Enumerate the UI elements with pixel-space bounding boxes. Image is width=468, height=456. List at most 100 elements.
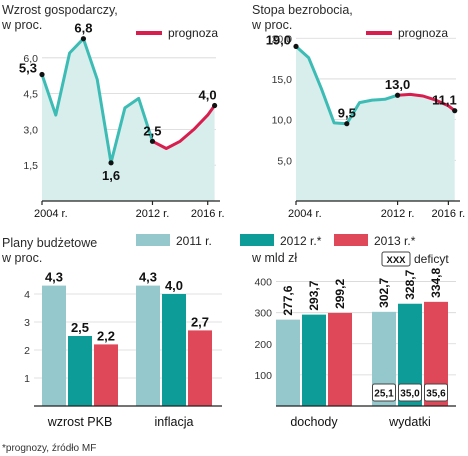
deficit-value: 35,0 [400, 389, 420, 400]
y-tick-label: 6,0 [23, 53, 38, 65]
bar [68, 336, 92, 406]
category-label: inflacja [155, 415, 194, 429]
category-label: dochody [290, 415, 338, 429]
legend-swatch [334, 234, 368, 246]
bar-value-label: 293,7 [307, 280, 321, 310]
x-tick-label: 2016 r. [432, 208, 466, 220]
bar-value-label: 299,2 [333, 279, 347, 309]
bar-value-label: 302,7 [377, 277, 391, 307]
forecast-line [151, 104, 216, 150]
y-tick-label: 3,0 [23, 124, 38, 136]
x-tick-label: 2004 r. [288, 208, 322, 220]
bar [328, 312, 352, 406]
chart-subtitle: w proc. [1, 18, 42, 32]
y-tick-label: 400 [254, 277, 272, 289]
legend-swatch [240, 234, 274, 246]
y-tick-label: 4,5 [23, 89, 38, 101]
bar-value-label: 4,3 [45, 270, 63, 285]
deficit-box [424, 383, 448, 402]
y-tick-label: 200 [254, 339, 272, 351]
bar [42, 285, 66, 406]
bar-value-label: 4,3 [139, 270, 157, 285]
x-tick-label: 2004 r. [34, 208, 68, 220]
bar [136, 285, 160, 406]
y-tick-label: 1 [24, 373, 30, 385]
bar-legend: 2011 r. 2012 r.* 2013 r.* [136, 234, 416, 248]
x-tick-label: 2012 r. [136, 208, 170, 220]
y-tick-label: 20,0 [272, 33, 293, 45]
bar [162, 294, 186, 406]
chart-title: Wzrost gospodarczy, [2, 3, 118, 17]
deficit-legend-label: deficyt [414, 252, 449, 266]
data-label: 4,0 [199, 88, 217, 103]
deficit-value: 25,1 [374, 389, 394, 400]
y-tick-label: 100 [254, 370, 272, 382]
unemployment-chart: Stopa bezrobocia, w proc. 5,0 10,0 15,0 20,… [251, 3, 465, 220]
chart-subtitle: w proc. [251, 18, 292, 32]
legend-swatch [136, 234, 170, 246]
chart-subtitle: w proc. [1, 251, 42, 265]
category-label: wydatki [388, 415, 431, 429]
x-tick-label: 2012 r. [381, 208, 415, 220]
forecast-line [397, 92, 456, 112]
y-tick-label: 300 [254, 308, 272, 320]
y-tick-label: 1,5 [23, 160, 38, 172]
legend-label: prognoza [168, 26, 218, 40]
area-fill [42, 38, 215, 202]
data-point [452, 108, 458, 114]
bar-value-label: 334,8 [429, 267, 443, 297]
bar [188, 330, 212, 406]
y-tick-label: 5,0 [277, 155, 292, 167]
data-label: 6,8 [74, 21, 92, 36]
data-point [394, 92, 401, 98]
chart-title: Stopa bezrobocia, [252, 3, 353, 17]
budget-billions-chart: w mld zł 100 200 300 400 277,6 293,7 299,2 doch… [251, 251, 456, 429]
legend-label: prognoza [398, 26, 448, 40]
bar-value-label: 2,5 [71, 320, 89, 335]
y-tick-label: 4 [24, 289, 30, 301]
bar [94, 344, 118, 406]
y-tick-label: 2 [24, 345, 30, 357]
bar [276, 319, 300, 406]
data-label: 2,5 [143, 123, 161, 138]
deficit-value: 35,6 [426, 389, 446, 400]
legend-label: 2013 r.* [374, 234, 416, 248]
chart-subtitle: w mld zł [251, 251, 297, 265]
budget-plans-percent-chart: Plany budżetowe w proc. 1 2 3 4 4,3 2,5 2,2 wzr… [1, 236, 222, 429]
data-label: 9,5 [338, 106, 356, 121]
data-point [108, 160, 114, 166]
deficit-legend-box [381, 251, 411, 267]
y-tick-label: 10,0 [272, 115, 293, 127]
data-point [212, 102, 218, 109]
data-label: 1,6 [102, 168, 120, 183]
bar-value-label: 2,7 [191, 314, 209, 329]
history-line [40, 37, 154, 165]
data-label: 13,0 [385, 77, 410, 92]
y-tick-label: 3 [24, 317, 30, 329]
data-point [293, 43, 299, 50]
deficit-box [398, 383, 422, 402]
bar-value-label: 4,0 [165, 278, 183, 293]
data-point [149, 138, 156, 144]
x-tick-label: 2016 r. [191, 208, 225, 220]
data-point [39, 71, 45, 78]
data-point [344, 121, 350, 127]
footnote: *prognozy, źródło MF [2, 443, 96, 454]
bar [302, 314, 326, 406]
data-label: 5,3 [19, 61, 37, 76]
bar-value-label: 277,6 [281, 285, 295, 315]
deficit-legend-box-text: XXX [386, 255, 406, 266]
bar-value-label: 2,2 [97, 328, 115, 343]
area-fill [296, 46, 455, 202]
gdp-growth-chart: Wzrost gospodarczy, w proc. 1,5 3,0 4,5 6,0… [1, 3, 225, 220]
legend-label: 2011 r. [176, 234, 212, 248]
category-label: wzrost PKB [47, 415, 113, 429]
data-point [80, 36, 87, 42]
deficit-box [372, 383, 396, 402]
bar-value-label: 328,7 [403, 269, 417, 299]
data-label: 19,0 [266, 32, 291, 47]
chart-title: Plany budżetowe [2, 236, 97, 250]
data-label: 11,1 [432, 93, 457, 108]
y-tick-label: 15,0 [272, 74, 293, 86]
